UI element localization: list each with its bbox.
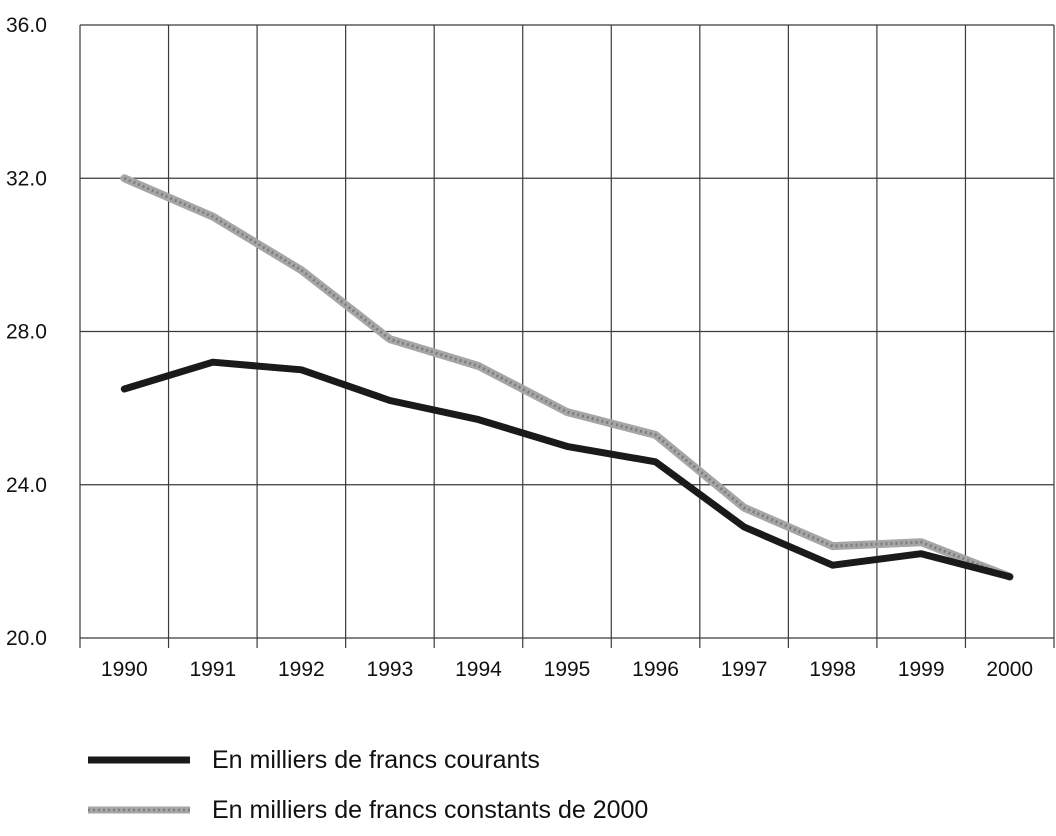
x-tick-label: 1996 (632, 658, 679, 681)
x-tick-label: 1994 (455, 658, 502, 681)
x-tick-label: 1997 (721, 658, 768, 681)
y-tick-label: 20.0 (6, 627, 47, 650)
x-tick-label: 1999 (898, 658, 945, 681)
y-tick-label: 28.0 (6, 321, 47, 344)
series-lines (120, 174, 1014, 581)
x-axis-ticks: 1990 1991 1992 1993 1994 1995 1996 1997 1998 1999… (101, 658, 1033, 681)
y-tick-label: 36.0 (6, 14, 47, 37)
series-line-current-francs (120, 358, 1014, 581)
x-tick-label: 1995 (544, 658, 591, 681)
x-tick-label: 1993 (367, 658, 414, 681)
x-tick-label: 1998 (809, 658, 856, 681)
y-tick-label: 32.0 (6, 167, 47, 190)
y-tick-label: 24.0 (6, 474, 47, 497)
y-axis-ticks: 20.0 24.0 28.0 32.0 36.0 (6, 14, 47, 650)
legend-item-constant-francs: En milliers de francs constants de 2000 (88, 796, 648, 824)
legend-label: En milliers de francs courants (212, 746, 540, 774)
x-tick-label: 1992 (278, 658, 325, 681)
series-line-constant-francs-texture (123, 176, 1011, 579)
legend-label: En milliers de francs constants de 2000 (212, 796, 648, 824)
x-tick-label: 2000 (986, 658, 1033, 681)
legend-item-current-francs: En milliers de francs courants (88, 746, 540, 774)
x-tick-label: 1990 (101, 658, 148, 681)
legend: En milliers de francs courants En millier… (88, 746, 648, 824)
x-tick-label: 1991 (189, 658, 236, 681)
grid (79, 24, 1055, 648)
